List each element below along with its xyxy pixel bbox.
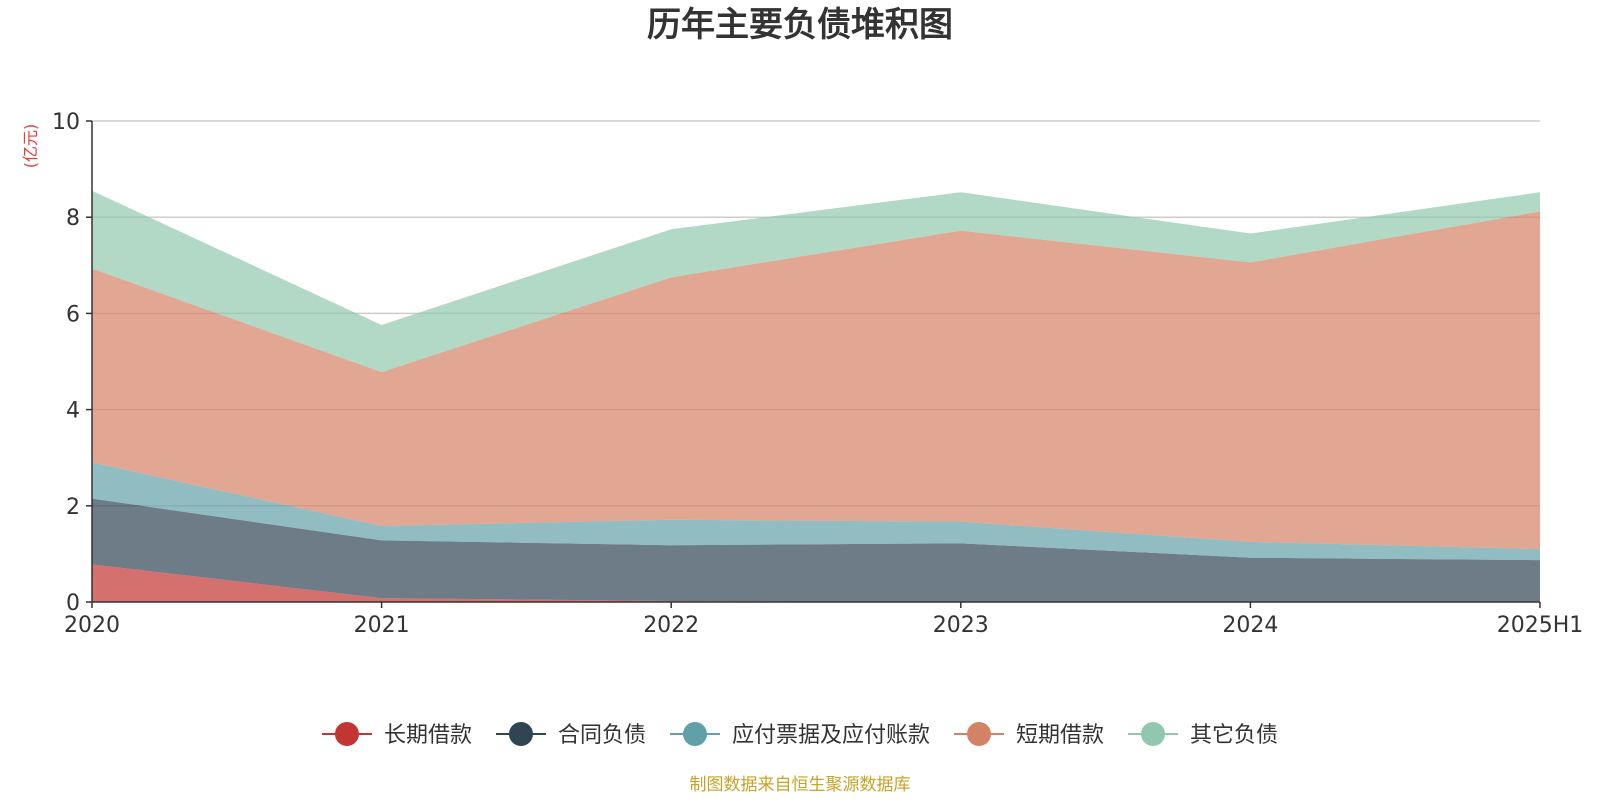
x-tick-label: 2024 xyxy=(1222,613,1278,638)
y-tick-label: 2 xyxy=(66,495,80,520)
area-series[interactable] xyxy=(92,211,1540,550)
area-series[interactable] xyxy=(92,462,1540,561)
x-tick-label: 2020 xyxy=(64,613,120,638)
y-tick-label: 8 xyxy=(66,206,80,231)
x-tick-label: 2023 xyxy=(933,613,989,638)
legend-item[interactable]: 其它负债 xyxy=(1128,722,1278,748)
area-series[interactable] xyxy=(92,498,1540,602)
data-source-note: 制图数据来自恒生聚源数据库 xyxy=(690,775,911,795)
legend-label: 其它负债 xyxy=(1190,723,1278,748)
legend-dot-icon xyxy=(967,722,992,746)
legend-item[interactable]: 长期借款 xyxy=(321,722,472,748)
x-tick-label: 2025H1 xyxy=(1497,613,1584,638)
y-tick-label: 0 xyxy=(66,591,80,616)
area-series[interactable] xyxy=(92,190,1540,373)
area-series-layer xyxy=(92,190,1540,602)
legend-dot-icon xyxy=(334,722,359,746)
legend-label: 短期借款 xyxy=(1016,723,1104,748)
legend-label: 合同负债 xyxy=(558,723,646,748)
legend-label: 长期借款 xyxy=(384,723,472,748)
legend-item[interactable]: 短期借款 xyxy=(954,722,1104,748)
y-tick-label: 10 xyxy=(52,110,80,135)
legend-dot-icon xyxy=(682,722,707,746)
y-tick-label: 4 xyxy=(66,399,80,424)
y-tick-label: 6 xyxy=(66,302,80,327)
legend-label: 应付票据及应付账款 xyxy=(732,723,930,748)
area-series[interactable] xyxy=(92,564,1540,602)
legend-item[interactable]: 合同负债 xyxy=(495,722,646,748)
legend-item[interactable]: 应付票据及应付账款 xyxy=(669,722,930,748)
legend-dot-icon xyxy=(508,722,533,746)
chart-title: 历年主要负债堆积图 xyxy=(647,5,953,45)
x-tick-label: 2022 xyxy=(643,613,699,638)
axes: 0 2 4 6 8 10 2020 2021 2022 2023 2024 2025H1 xyxy=(52,110,1583,638)
x-tick-label: 2021 xyxy=(354,613,410,638)
legend[interactable]: 长期借款 合同负债 应付票据及应付账款 短期借款 其它负债 xyxy=(321,722,1278,748)
y-axis-unit-label: (亿元) xyxy=(21,124,40,169)
legend-dot-icon xyxy=(1141,722,1166,746)
